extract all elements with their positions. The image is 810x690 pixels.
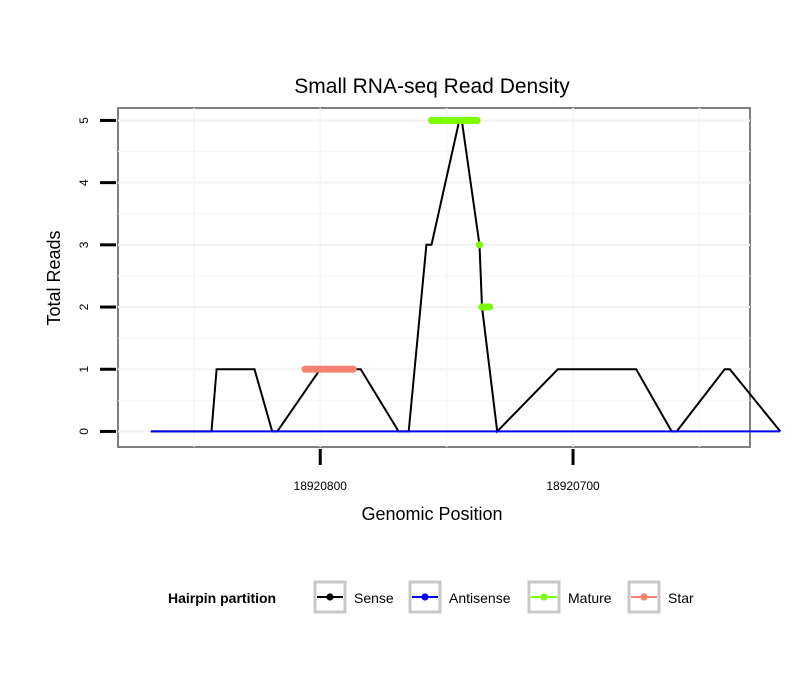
legend: Hairpin partition Sense Antisense Mature St…: [168, 580, 694, 614]
plot-panel: [117, 107, 751, 448]
axes-layer: 0 1 2 3 4 5 18920800 18920700: [77, 117, 600, 493]
y-tick-label: 0: [77, 428, 91, 435]
x-tick-label: 18920800: [294, 479, 348, 493]
data-point-mature: [473, 116, 481, 124]
legend-label-antisense: Antisense: [449, 590, 511, 606]
y-tick-label: 4: [77, 179, 91, 186]
y-tick-label: 1: [77, 366, 91, 373]
y-tick-label: 3: [77, 241, 91, 248]
series-layer: [150, 116, 782, 434]
data-point-mature: [486, 303, 494, 311]
chart-title: Small RNA-seq Read Density: [294, 75, 570, 98]
legend-key-point-sense: [326, 593, 334, 601]
y-axis-title: Total Reads: [44, 230, 64, 325]
legend-key-point-mature: [540, 593, 548, 601]
data-point-star: [349, 365, 357, 373]
x-axis-title: Genomic Position: [361, 504, 502, 524]
legend-label-sense: Sense: [354, 590, 394, 606]
y-tick-label: 5: [77, 117, 91, 124]
legend-label-star: Star: [668, 590, 694, 606]
y-tick-label: 2: [77, 303, 91, 310]
legend-key-point-antisense: [421, 593, 429, 601]
legend-label-mature: Mature: [568, 590, 612, 606]
x-tick-label: 18920700: [546, 479, 600, 493]
legend-title: Hairpin partition: [168, 590, 276, 606]
legend-key-point-star: [640, 593, 648, 601]
data-point-mature: [475, 241, 484, 249]
